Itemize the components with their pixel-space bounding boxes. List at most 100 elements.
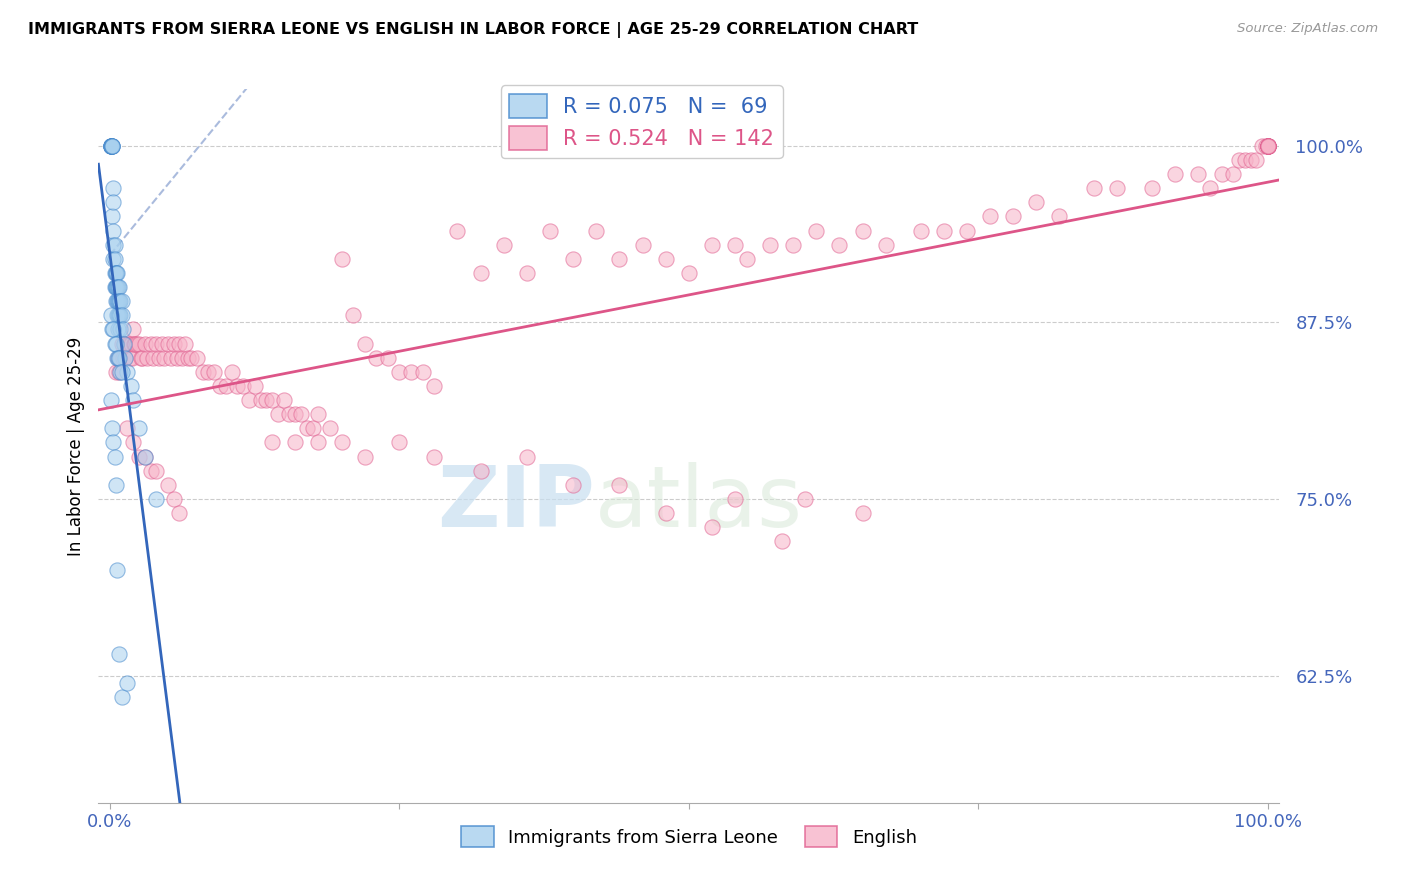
Point [139, 464, 162, 478]
Point [101, 210, 124, 224]
Point [1257, 138, 1279, 153]
Point [134, 450, 156, 464]
Point [170, 351, 193, 365]
Point [1083, 181, 1105, 195]
Point [128, 421, 150, 435]
Point [176, 351, 198, 365]
Point [678, 266, 700, 280]
Point [446, 223, 468, 237]
Point [114, 351, 136, 365]
Point [1002, 210, 1025, 224]
Point [110, 322, 132, 336]
Point [110, 294, 132, 309]
Point [388, 435, 411, 450]
Point [111, 322, 134, 336]
Text: IMMIGRANTS FROM SIERRA LEONE VS ENGLISH IN LABOR FORCE | AGE 25-29 CORRELATION C: IMMIGRANTS FROM SIERRA LEONE VS ENGLISH … [28, 22, 918, 38]
Point [163, 336, 186, 351]
Point [104, 266, 127, 280]
Point [100, 138, 122, 153]
Point [1257, 138, 1279, 153]
Point [470, 266, 492, 280]
Point [110, 351, 132, 365]
Point [117, 336, 139, 351]
Text: ZIP: ZIP [437, 461, 595, 545]
Point [186, 351, 208, 365]
Point [101, 138, 124, 153]
Point [120, 336, 142, 351]
Point [103, 435, 125, 450]
Point [118, 351, 141, 365]
Y-axis label: In Labor Force | Age 25-29: In Labor Force | Age 25-29 [66, 336, 84, 556]
Point [1025, 195, 1047, 210]
Point [104, 336, 127, 351]
Point [169, 336, 191, 351]
Point [139, 336, 162, 351]
Point [122, 435, 145, 450]
Point [492, 237, 515, 252]
Point [103, 252, 125, 266]
Point [301, 421, 323, 435]
Point [100, 138, 122, 153]
Point [735, 252, 758, 266]
Point [150, 336, 173, 351]
Point [470, 464, 492, 478]
Point [117, 421, 139, 435]
Point [1257, 138, 1279, 153]
Point [1222, 167, 1244, 181]
Point [353, 336, 375, 351]
Point [100, 393, 122, 408]
Point [793, 491, 815, 506]
Point [1257, 138, 1279, 153]
Text: atlas: atlas [595, 461, 803, 545]
Point [1257, 138, 1279, 153]
Point [121, 351, 143, 365]
Point [655, 252, 678, 266]
Point [273, 393, 295, 408]
Point [124, 336, 146, 351]
Point [562, 252, 585, 266]
Point [117, 365, 139, 379]
Point [153, 351, 176, 365]
Point [307, 407, 329, 421]
Point [353, 450, 375, 464]
Point [108, 648, 131, 662]
Point [319, 421, 342, 435]
Point [110, 336, 132, 351]
Point [105, 351, 128, 365]
Point [105, 563, 128, 577]
Point [562, 478, 585, 492]
Point [163, 491, 186, 506]
Point [215, 379, 238, 393]
Point [107, 280, 129, 294]
Point [412, 365, 434, 379]
Point [254, 393, 277, 408]
Point [103, 195, 125, 210]
Point [388, 365, 411, 379]
Point [105, 280, 128, 294]
Point [1049, 210, 1071, 224]
Point [101, 421, 124, 435]
Point [104, 266, 127, 280]
Point [142, 351, 165, 365]
Point [366, 351, 388, 365]
Point [122, 322, 145, 336]
Point [423, 450, 446, 464]
Point [932, 223, 955, 237]
Point [1233, 153, 1256, 167]
Point [910, 223, 932, 237]
Point [278, 407, 301, 421]
Point [128, 336, 150, 351]
Point [197, 365, 219, 379]
Point [342, 308, 364, 322]
Point [1257, 138, 1279, 153]
Point [875, 237, 897, 252]
Point [1257, 138, 1279, 153]
Point [284, 407, 307, 421]
Point [852, 506, 875, 520]
Point [609, 252, 631, 266]
Point [117, 675, 139, 690]
Point [1164, 167, 1187, 181]
Point [160, 351, 183, 365]
Point [1199, 181, 1222, 195]
Point [1187, 167, 1209, 181]
